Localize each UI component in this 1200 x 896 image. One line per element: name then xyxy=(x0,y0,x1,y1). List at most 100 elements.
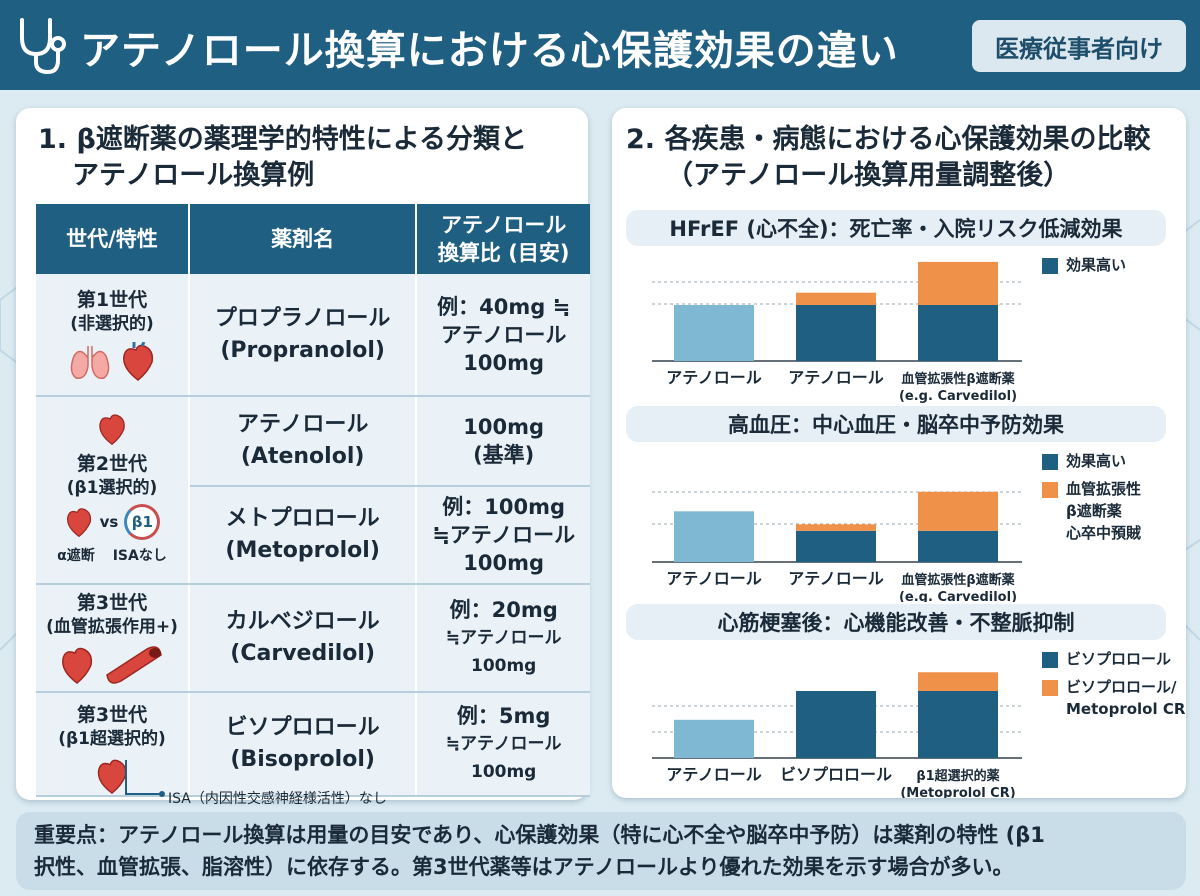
bar-series-2 xyxy=(918,491,998,531)
legend-swatch xyxy=(1042,454,1058,470)
lungs-icon xyxy=(70,345,110,379)
category-label: 血管拡張性β遮断薬 xyxy=(901,572,1015,588)
ratio-line: 例：20mg xyxy=(449,598,558,622)
generation-label: 第2世代 xyxy=(76,453,148,475)
generation-subtitle: (β1選択的) xyxy=(66,478,158,498)
isa-footnote: ISA（内因性交感神経様活性）なし xyxy=(168,791,387,807)
ratio-line: 100mg xyxy=(463,350,545,375)
generation-subtitle: (血管拡張作用+) xyxy=(46,617,178,637)
drug-name-en: (Metoprolol) xyxy=(225,538,380,563)
legend-swatch xyxy=(1042,680,1058,696)
classification-title: 1. β遮断薬の薬理学的特性による分類と アテノロール換算例 xyxy=(38,122,578,194)
key-point-box: 重要点：アテノロール換算は用量の目安であり、心保護効果（特に心不全や脳卒中予防）… xyxy=(16,812,1186,890)
bar-baseline xyxy=(674,305,754,361)
chart-post-mi: アテノロール ビソプロロール β1超選択的薬(Metoprolol CR)ビソプロロ… xyxy=(652,650,1186,798)
drug-name-ja: ビソプロロール xyxy=(225,715,380,740)
comparison-title: 2. 各疾患・病態における心保護効果の比較 （アテノロール換算用量調整後） xyxy=(626,122,1176,194)
heart-icon xyxy=(62,647,93,684)
bar-series-2 xyxy=(796,524,876,531)
drug-name-cell: プロプラノロール (Propranolol) xyxy=(188,274,418,397)
bar-series-2 xyxy=(796,292,876,305)
ratio-line: ≒アテノロール xyxy=(432,523,576,547)
bar-series-1 xyxy=(918,691,998,758)
alpha-block-caption: α遮断 xyxy=(57,548,95,564)
page-title: アテノロール換算における心保護効果の違い xyxy=(80,28,899,74)
legend-swatch xyxy=(1042,652,1058,668)
legend-swatch xyxy=(1042,258,1058,274)
chart-title-hfref: HFrEF (心不全)：死亡率・入院リスク低減効果 xyxy=(626,210,1166,246)
comparison-title-line1: 2. 各疾患・病態における心保護効果の比較 xyxy=(626,124,1151,155)
generation-subtitle: (β1超選択的) xyxy=(58,729,166,749)
bar-series-1 xyxy=(796,305,876,361)
column-header-ratio: アテノロール 換算比 (目安) xyxy=(416,204,590,274)
legend-label: 効果高い xyxy=(1066,452,1126,470)
legend-label: 効果高い xyxy=(1066,256,1126,274)
comparison-panel: 2. 各疾患・病態における心保護効果の比較 （アテノロール換算用量調整後） HF… xyxy=(612,108,1186,798)
drug-name-cell: メトプロロール (Metoprolol) xyxy=(188,486,418,585)
drug-name-cell: カルベジロール (Carvedilol) xyxy=(188,584,418,693)
drug-name-en: (Carvedilol) xyxy=(230,641,375,666)
legend-label: 心卒中預賊 xyxy=(1066,524,1141,542)
heart-icon xyxy=(123,341,154,381)
table-row: 第2世代 (β1選択的) vs β1 α遮断 ISAなし xyxy=(36,396,590,585)
heart-icon xyxy=(99,414,125,446)
generation-label: 第3世代 xyxy=(76,704,148,726)
ratio-line: アテノロール xyxy=(440,322,567,347)
category-label: (e.g. Carvedilol) xyxy=(899,389,1017,404)
generation-label: 第3世代 xyxy=(76,592,148,614)
bar-series-1 xyxy=(918,530,998,562)
chart-title-mi: 心筋梗塞後：心機能改善・不整脈抑制 xyxy=(626,604,1166,640)
category-label: アテノロール xyxy=(666,765,762,784)
generation-cell: 第2世代 (β1選択的) vs β1 α遮断 ISAなし xyxy=(36,396,190,585)
ratio-cell: 例：100mg ≒アテノロール 100mg xyxy=(416,486,590,585)
category-label: アテノロール xyxy=(788,569,884,588)
bar-series-2 xyxy=(918,261,998,305)
drug-name-ja: カルベジロール xyxy=(225,609,380,634)
category-label: (e.g. Carvedilol) xyxy=(899,590,1017,602)
key-point-line1: 重要点：アテノロール換算は用量の目安であり、心保護効果（特に心不全や脳卒中予防）… xyxy=(34,823,1045,847)
classification-title-line1: 1. β遮断薬の薬理学的特性による分類と xyxy=(38,124,527,155)
no-isa-caption: ISAなし xyxy=(112,548,167,564)
drug-name-cell: ビソプロロール (Bisoprolol) xyxy=(188,692,418,797)
chart-hfref: アテノロール アテノロール 血管拡張性β遮断薬 (e.g. Carvedilol) 効果… xyxy=(652,256,1126,404)
category-label: (Metoprolol CR) xyxy=(900,786,1015,798)
ratio-cell: 例：40mg ≒ アテノロール 100mg xyxy=(416,274,590,397)
legend-label: ビソプロロール/ xyxy=(1066,678,1177,696)
ratio-line: 例：40mg ≒ xyxy=(437,294,571,319)
beta-blocker-table: 世代/特性 薬剤名 アテノロール 換算比 (目安) 第1世代 (非選択的) xyxy=(36,204,590,797)
ratio-line: (基準) xyxy=(473,443,535,467)
drug-name-ja: プロプラノロール xyxy=(214,305,391,331)
bar-series-1 xyxy=(796,691,876,758)
generation-subtitle: (非選択的) xyxy=(70,313,154,334)
stethoscope-icon xyxy=(20,18,66,75)
legend-swatch xyxy=(1042,482,1058,498)
ratio-line: ≒アテノロール 100mg xyxy=(445,628,562,676)
generation-cell: 第3世代 (β1超選択的) xyxy=(36,692,190,797)
heart-icon xyxy=(66,508,91,538)
ratio-line: ≒アテノロール 100mg xyxy=(445,734,562,782)
generation-cell: 第1世代 (非選択的) xyxy=(36,274,190,397)
heart-icon xyxy=(97,759,127,795)
generation-label: 第1世代 xyxy=(76,288,148,311)
legend-label: 血管拡張性 xyxy=(1066,480,1141,498)
generation-cell: 第3世代 (血管拡張作用+) xyxy=(36,584,190,693)
category-label: β1超選択的薬 xyxy=(916,768,1000,784)
footnote-pointer-line xyxy=(125,760,165,797)
category-label: アテノロール xyxy=(788,368,884,387)
table-row: メトプロロール (Metoprolol) 例：100mg ≒アテノロール 100… xyxy=(36,486,590,585)
bar-series-2 xyxy=(918,672,998,691)
blood-vessel-icon xyxy=(106,646,162,684)
table-row: 第3世代 (β1超選択的) ビソプロロール (Bisoprolol) 例：5mg… xyxy=(36,692,590,797)
drug-name-cell: アテノロール (Atenolol) xyxy=(188,396,418,487)
drug-name-ja: アテノロール xyxy=(236,412,369,437)
drug-name-ja: メトプロロール xyxy=(225,506,380,531)
ratio-line: 100mg xyxy=(463,415,545,439)
audience-badge: 医療従事者向け xyxy=(972,20,1186,72)
drug-name-en: (Propranolol) xyxy=(220,337,385,363)
key-point-line2: 択性、血管拡張、脂溶性）に依存する。第3世代薬等はアテノロールより優れた効果を示… xyxy=(34,855,1014,879)
chart-hypertension: アテノロール アテノロール 血管拡張性β遮断薬(e.g. Carvedilol)効果… xyxy=(652,452,1141,602)
table-row: 第1世代 (非選択的) プロプラノロール xyxy=(36,274,590,397)
comparison-title-line2: （アテノロール換算用量調整後） xyxy=(666,160,1071,191)
column-header-generation: 世代/特性 xyxy=(36,204,190,274)
drug-name-en: (Atenolol) xyxy=(240,444,365,469)
